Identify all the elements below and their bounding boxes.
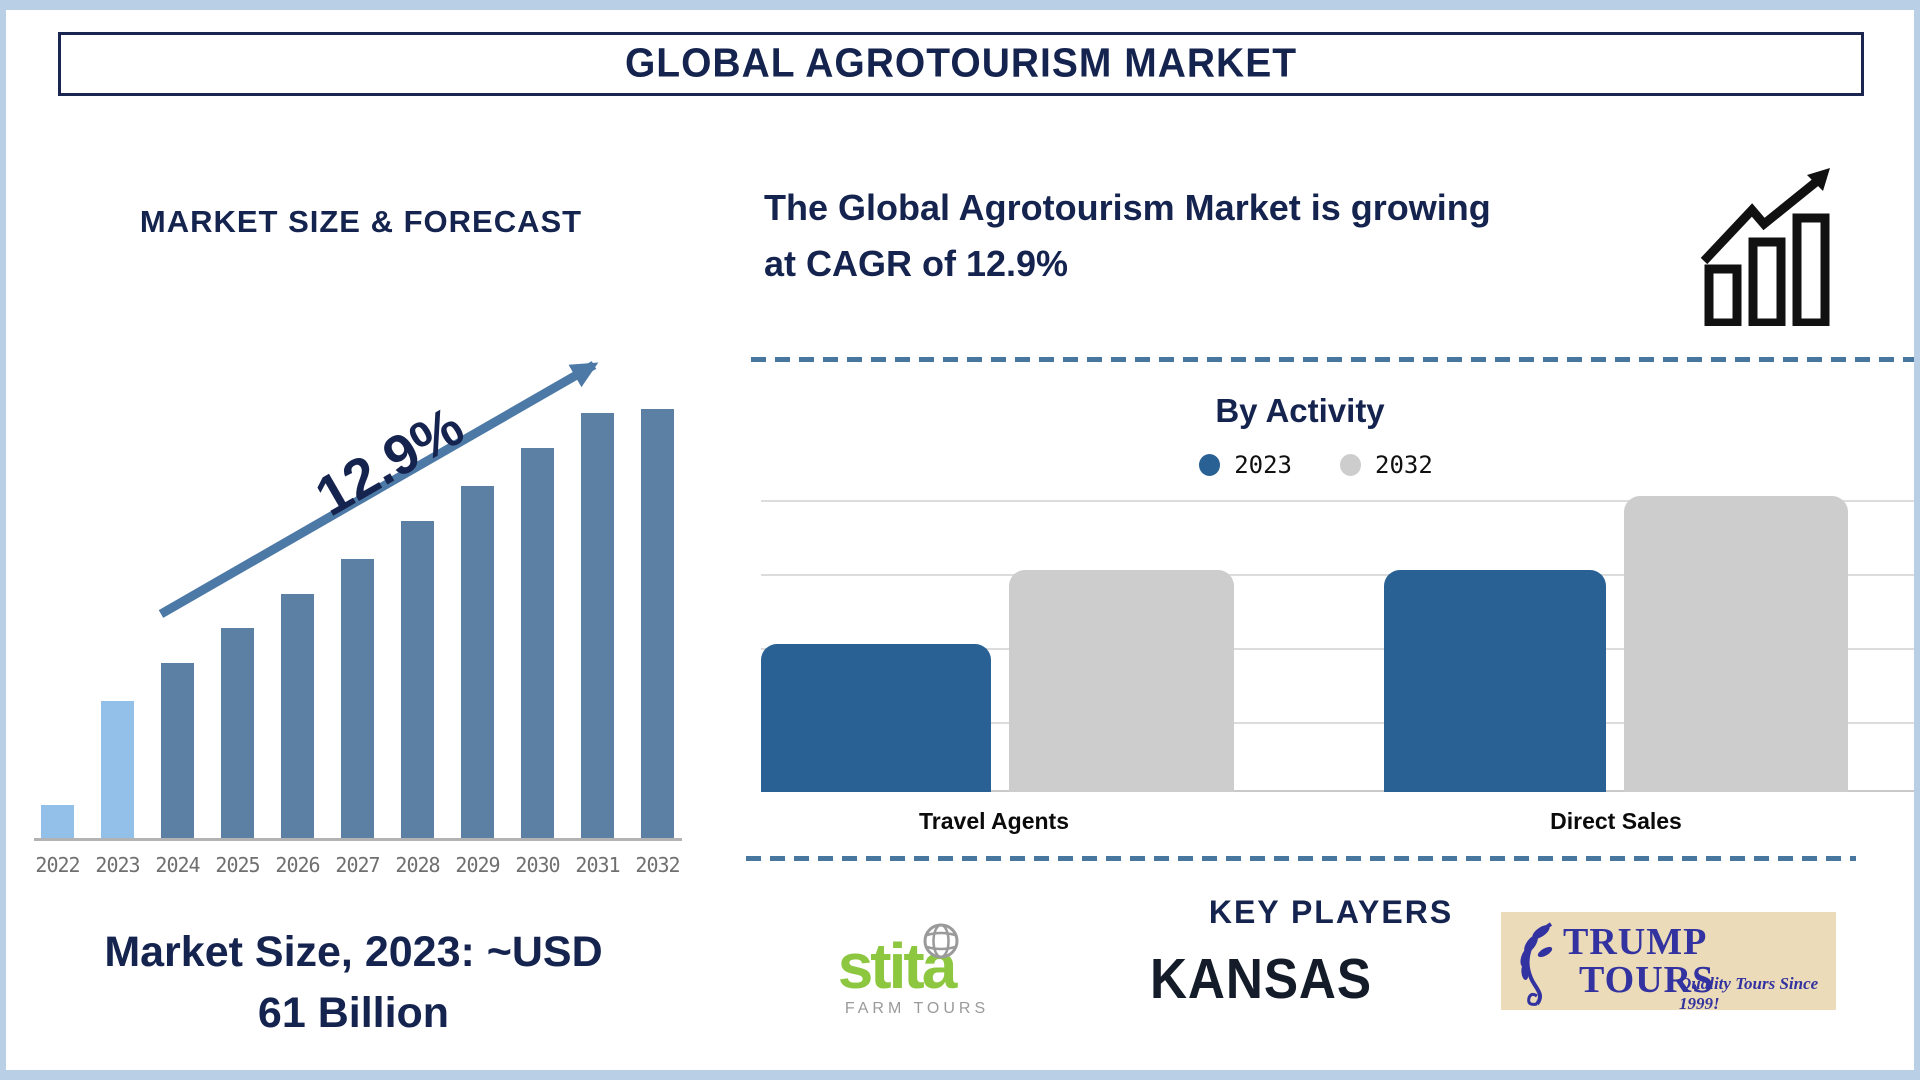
growth-chart-icon bbox=[1700, 168, 1830, 326]
by-activity-chart bbox=[761, 496, 1914, 792]
category-label-travel-agents: Travel Agents bbox=[919, 808, 1069, 834]
market-size-section-title: MARKET SIZE & FORECAST bbox=[139, 204, 583, 239]
trump-tours-line2: TOURS bbox=[1579, 959, 1715, 1001]
cagr-headline-line1: The Global Agrotourism Market is growing bbox=[764, 187, 1491, 228]
msf-bar-2027 bbox=[341, 559, 374, 839]
stita-tagline: FARM TOURS bbox=[844, 1000, 990, 1017]
msf-bar-2024 bbox=[161, 663, 194, 839]
logo-trump-tours: TRUMP TOURS Quality Tours Since 1999! bbox=[1501, 912, 1836, 1013]
legend-item-2023: 2023 bbox=[1199, 451, 1292, 479]
page-title: GLOBAL AGROTOURISM MARKET bbox=[624, 40, 1298, 87]
msf-bar-2022 bbox=[41, 805, 74, 839]
market-size-note: Market Size, 2023: ~USD 61 Billion bbox=[21, 922, 686, 1044]
gridline bbox=[761, 648, 1914, 650]
msf-bar-2028 bbox=[401, 521, 434, 839]
msf-bar-2026 bbox=[281, 594, 314, 839]
ba-bar-travel-agents-2032 bbox=[1009, 570, 1234, 792]
key-players-title: KEY PLAYERS bbox=[1208, 894, 1454, 930]
msf-year-label-2031: 2031 bbox=[575, 853, 620, 877]
gridline bbox=[761, 500, 1914, 502]
msf-bar-2023 bbox=[101, 701, 134, 839]
market-size-note-line1: Market Size, 2023: ~USD bbox=[104, 928, 603, 976]
ba-bar-direct-sales-2032 bbox=[1624, 496, 1848, 792]
market-size-note-line2: 61 Billion bbox=[257, 989, 450, 1038]
by-activity-title: By Activity bbox=[1215, 392, 1385, 429]
msf-year-label-2025: 2025 bbox=[215, 853, 260, 877]
msf-year-label-2030: 2030 bbox=[515, 853, 560, 877]
title-box: GLOBAL AGROTOURISM MARKET bbox=[58, 32, 1864, 96]
legend-dot-2023 bbox=[1199, 454, 1221, 476]
gridline bbox=[761, 574, 1914, 576]
by-activity-legend: 2023 2032 bbox=[1066, 450, 1566, 480]
by-activity-category-labels: Travel Agents Direct Sales bbox=[6, 808, 1914, 838]
logo-kansas: KANSAS bbox=[1149, 947, 1373, 1011]
gridline bbox=[761, 722, 1914, 724]
cagr-headline: The Global Agrotourism Market is growing… bbox=[764, 180, 1604, 292]
msf-year-label-2032: 2032 bbox=[635, 853, 680, 877]
stita-wordmark: stita bbox=[838, 923, 959, 998]
dashed-separator-top bbox=[751, 357, 1914, 362]
leaf-ornament-icon bbox=[1520, 922, 1553, 1006]
msf-year-label-2029: 2029 bbox=[455, 853, 500, 877]
category-label-direct-sales: Direct Sales bbox=[1550, 808, 1682, 834]
ba-bar-travel-agents-2023 bbox=[761, 644, 991, 792]
legend-dot-2032 bbox=[1340, 454, 1361, 476]
legend-item-2032: 2032 bbox=[1340, 451, 1433, 479]
msf-bar-2031 bbox=[581, 413, 614, 839]
market-size-bars bbox=[34, 310, 694, 839]
msf-year-label-2024: 2024 bbox=[155, 853, 200, 877]
msf-year-label-2022: 2022 bbox=[35, 853, 80, 877]
msf-year-label-2027: 2027 bbox=[335, 853, 380, 877]
dashed-separator-bottom bbox=[746, 856, 1856, 861]
msf-bar-2029 bbox=[461, 486, 494, 839]
msf-bar-2032 bbox=[641, 409, 674, 839]
trend-arrow-icon bbox=[158, 361, 599, 618]
legend-label-2032: 2032 bbox=[1375, 451, 1433, 479]
msf-year-label-2028: 2028 bbox=[395, 853, 440, 877]
msf-year-label-2023: 2023 bbox=[95, 853, 140, 877]
ba-bar-direct-sales-2023 bbox=[1384, 570, 1606, 792]
msf-bar-2030 bbox=[521, 448, 554, 839]
market-size-year-labels: 2022 2023 2024 2025 2026 2027 2028 2029 2030 2031… bbox=[34, 853, 704, 881]
globe-icon bbox=[923, 923, 959, 959]
msf-year-label-2026: 2026 bbox=[275, 853, 320, 877]
logo-stita-farm-tours: stita FARM TOURS bbox=[801, 923, 991, 1018]
trump-tours-tagline: Quality Tours Since 1999! bbox=[1679, 974, 1819, 1013]
market-size-axis-line bbox=[34, 838, 682, 841]
msf-bar-2025 bbox=[221, 628, 254, 839]
cagr-headline-line2: at CAGR of 12.9% bbox=[764, 242, 1069, 284]
baseline bbox=[761, 790, 1914, 792]
legend-label-2023: 2023 bbox=[1234, 451, 1292, 479]
trump-tours-line1: TRUMP bbox=[1563, 921, 1708, 963]
